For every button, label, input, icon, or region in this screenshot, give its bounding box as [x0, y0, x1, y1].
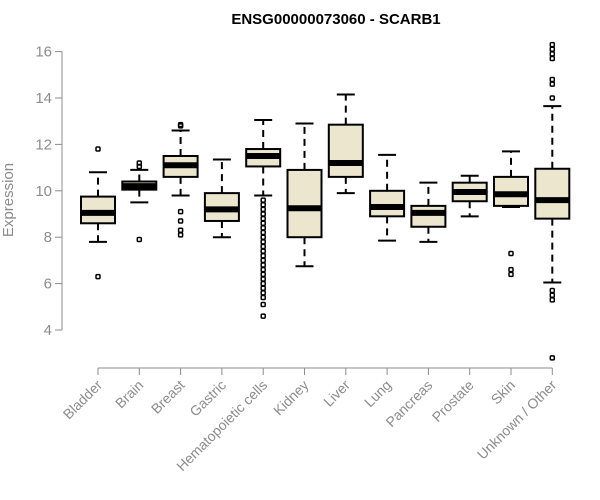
boxes-layer	[80, 41, 571, 361]
outlier-point	[260, 294, 266, 301]
x-tick-label: Skin	[488, 377, 519, 408]
outlier-point	[177, 218, 184, 224]
outlier-point	[260, 229, 266, 236]
x-tick-label: Lung	[361, 377, 394, 410]
box-lung	[369, 153, 406, 242]
box-brain	[121, 160, 158, 243]
outlier-point	[260, 206, 266, 213]
outlier-point	[260, 215, 266, 222]
iqr-box	[327, 123, 364, 178]
outlier-point	[95, 273, 101, 280]
box-gastric	[203, 158, 240, 239]
box-breast	[162, 121, 199, 238]
outlier-point	[260, 248, 266, 254]
box-bladder	[80, 146, 116, 280]
y-tick-label: 4	[44, 322, 52, 339]
box-hematopoietic-cells	[245, 119, 282, 319]
outlier-point	[260, 271, 266, 278]
outlier-point	[549, 292, 556, 298]
outlier-point	[549, 355, 556, 361]
outlier-point	[549, 81, 556, 87]
outlier-point	[260, 239, 266, 245]
y-tick-label: 16	[35, 44, 52, 61]
outlier-point	[260, 253, 266, 259]
y-axis-label: Expression	[0, 163, 17, 237]
box-kidney	[286, 122, 323, 268]
box-prostate	[451, 174, 488, 218]
chart-title: ENSG00000073060 - SCARB1	[231, 11, 440, 28]
iqr-box	[286, 168, 323, 239]
outlier-point	[260, 266, 266, 273]
outlier-point	[508, 271, 514, 278]
outlier-point	[260, 243, 266, 250]
box-liver	[327, 93, 364, 195]
outlier-point	[549, 51, 556, 57]
x-tick-label: Prostate	[429, 377, 477, 425]
x-tick-label: Liver	[320, 377, 353, 410]
outlier-point	[260, 313, 266, 319]
y-axis: 4 6 8 10 12 14 16	[35, 44, 63, 339]
iqr-box	[534, 167, 571, 220]
box-unknown-other	[534, 41, 571, 361]
outlier-point	[260, 262, 266, 268]
outlier-point	[260, 290, 266, 296]
outlier-point	[260, 211, 266, 217]
y-tick-label: 10	[35, 183, 52, 200]
outlier-point	[260, 301, 266, 308]
outlier-point	[549, 95, 556, 101]
outlier-point	[177, 121, 184, 128]
outlier-point	[95, 146, 101, 152]
outlier-point	[177, 232, 184, 238]
outlier-point	[549, 76, 556, 83]
outlier-point	[136, 236, 143, 243]
outlier-point	[260, 285, 266, 291]
outlier-point	[260, 257, 266, 264]
y-tick-label: 14	[35, 90, 52, 107]
box-pancreas	[410, 181, 447, 243]
outlier-point	[260, 220, 266, 227]
y-tick-label: 8	[44, 229, 52, 246]
outlier-point	[260, 201, 266, 208]
outlier-point	[177, 227, 184, 233]
outlier-point	[508, 250, 514, 257]
outlier-point	[260, 225, 266, 231]
y-tick-label: 12	[35, 136, 52, 153]
y-tick-label: 6	[44, 276, 52, 293]
box-skin	[493, 150, 529, 278]
x-tick-label: Brain	[112, 377, 146, 411]
x-tick-label: Bladder	[60, 377, 106, 423]
outlier-point	[177, 208, 184, 215]
x-tick-label: Kidney	[270, 377, 312, 419]
iqr-box	[410, 204, 447, 228]
outlier-point	[549, 297, 556, 303]
outlier-point	[508, 266, 514, 273]
outlier-point	[549, 287, 556, 294]
outlier-point	[260, 197, 266, 203]
iqr-box	[369, 189, 406, 218]
outlier-point	[136, 160, 143, 166]
outlier-point	[260, 280, 266, 287]
outlier-point	[260, 276, 266, 282]
outlier-point	[549, 46, 556, 53]
outlier-point	[549, 55, 556, 62]
x-tick-label: Breast	[148, 377, 188, 417]
outlier-point	[260, 234, 266, 240]
outlier-point	[549, 41, 556, 48]
